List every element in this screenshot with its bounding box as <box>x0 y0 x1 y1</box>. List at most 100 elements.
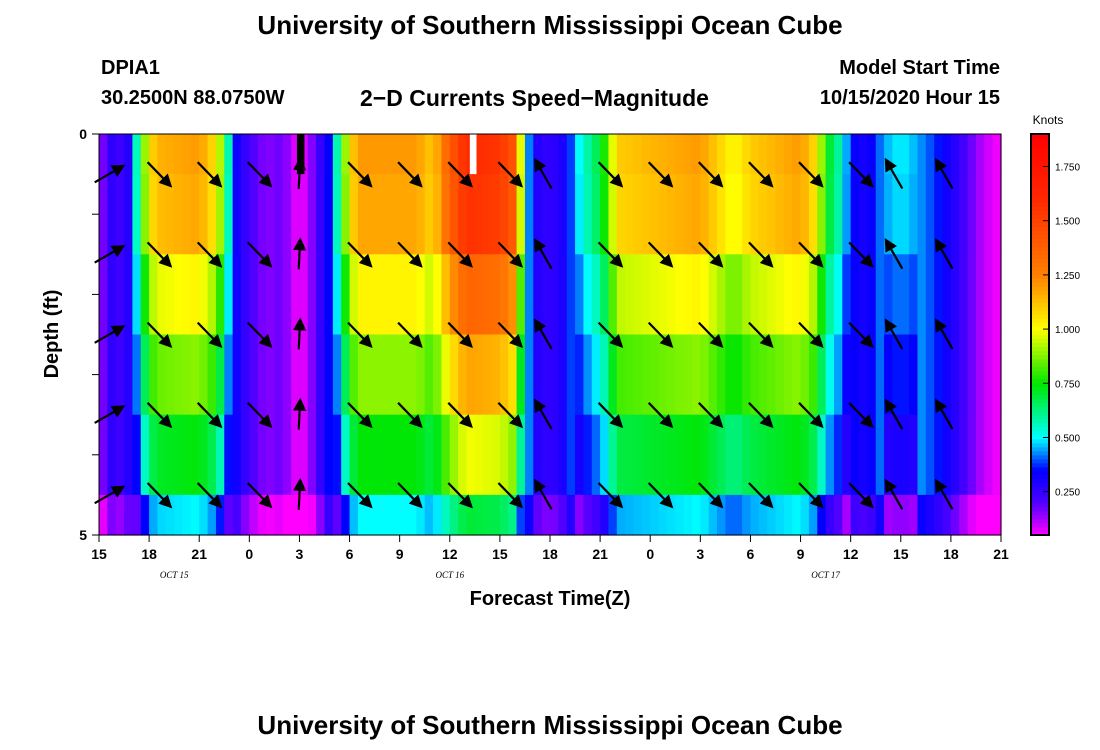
heatmap-cell <box>257 494 267 536</box>
heatmap-cell <box>775 494 785 536</box>
heatmap-cell <box>174 414 184 496</box>
current-vector <box>884 318 904 350</box>
current-vector <box>247 482 273 509</box>
heatmap-cell <box>224 254 234 336</box>
heatmap-cell <box>859 414 868 496</box>
colorbar-band <box>1031 502 1049 508</box>
heatmap-cell <box>900 134 910 175</box>
heatmap-cell <box>408 134 417 175</box>
heatmap-cell <box>550 414 559 496</box>
current-vector <box>293 477 307 510</box>
heatmap-cell <box>157 254 167 336</box>
current-vector <box>247 161 273 188</box>
heatmap-cell <box>474 494 484 536</box>
heatmap-cell <box>691 494 701 536</box>
heatmap-cell <box>725 174 735 255</box>
heatmap-cell <box>174 494 184 536</box>
current-vector <box>447 482 473 509</box>
heatmap-cell <box>608 414 618 496</box>
heatmap-cell <box>357 494 367 536</box>
heatmap-cell <box>341 414 351 496</box>
heatmap-cell <box>491 334 501 416</box>
heatmap-cell <box>825 334 835 416</box>
heatmap-cell <box>884 494 894 536</box>
colorbar-band <box>1031 318 1049 324</box>
heatmap-cell <box>182 254 192 336</box>
heatmap-cell <box>875 334 885 416</box>
heatmap-cell <box>232 134 242 175</box>
current-vector <box>647 321 674 348</box>
heatmap-cell <box>742 254 752 336</box>
heatmap-cell <box>541 414 551 496</box>
colorbar-band <box>1031 146 1049 151</box>
heatmap-cell <box>190 414 200 496</box>
heatmap-cell <box>115 334 125 416</box>
heatmap-cell <box>591 414 601 496</box>
heatmap-cell <box>608 254 618 336</box>
heatmap-cell <box>717 334 726 416</box>
heatmap-cell <box>458 494 468 536</box>
speed-heatmap <box>99 134 1002 536</box>
heatmap-cell <box>992 174 1002 255</box>
heatmap-cell <box>99 254 108 336</box>
heatmap-cell <box>708 174 718 255</box>
date-label: OCT 17 <box>811 570 840 580</box>
heatmap-cell <box>875 494 885 536</box>
heatmap-cell <box>124 254 134 336</box>
heatmap-cell <box>733 254 743 336</box>
heatmap-cell <box>583 494 593 536</box>
heatmap-cell <box>165 494 175 536</box>
heatmap-cell <box>892 254 902 336</box>
colorbar-band <box>1031 206 1049 211</box>
heatmap-cell <box>466 254 476 336</box>
heatmap-cell <box>316 414 326 496</box>
heatmap-cell <box>608 134 618 175</box>
colorbar-band <box>1031 374 1049 380</box>
heatmap-cell <box>516 414 526 496</box>
heatmap-cell <box>717 174 726 255</box>
heatmap-cell <box>792 414 802 496</box>
heatmap-cell <box>433 334 443 416</box>
heatmap-cell <box>99 134 108 175</box>
heatmap-cell <box>107 134 117 175</box>
heatmap-cell <box>499 254 509 336</box>
heatmap-cell <box>817 254 827 336</box>
heatmap-cell <box>616 174 626 255</box>
heatmap-cell <box>783 134 793 175</box>
heatmap-cell <box>240 174 250 255</box>
heatmap-cell <box>700 414 710 496</box>
heatmap-cell <box>266 334 275 416</box>
colorbar-band <box>1031 254 1049 259</box>
heatmap-cell <box>190 254 200 336</box>
heatmap-cell <box>374 414 384 496</box>
current-vector <box>196 321 223 348</box>
heatmap-cell <box>767 334 777 416</box>
colorbar-band <box>1031 370 1049 376</box>
heatmap-cell <box>433 174 443 255</box>
heatmap-cell <box>750 174 760 255</box>
heatmap-cell <box>115 254 125 336</box>
current-vector <box>848 482 874 509</box>
heatmap-cell <box>157 414 167 496</box>
heatmap-cell <box>182 174 192 255</box>
colorbar-band <box>1031 282 1049 287</box>
heatmap-cell <box>742 414 752 496</box>
heatmap-cell <box>424 334 434 416</box>
colorbar-tick-label: 0.500 <box>1055 433 1080 444</box>
heatmap-cell <box>499 414 509 496</box>
heatmap-cell <box>700 494 710 536</box>
heatmap-cell <box>357 174 367 255</box>
heatmap-cell <box>149 134 159 175</box>
colorbar-band <box>1031 350 1049 356</box>
heatmap-cell <box>775 334 785 416</box>
current-vector <box>597 161 624 188</box>
heatmap-cell <box>808 414 818 496</box>
heatmap-cell <box>207 334 217 416</box>
heatmap-cell <box>650 174 660 255</box>
heatmap-cell <box>449 494 459 536</box>
heatmap-cell <box>374 134 384 175</box>
heatmap-cell <box>232 414 242 496</box>
heatmap-cell <box>850 254 860 336</box>
heatmap-cell <box>859 134 868 175</box>
heatmap-cell <box>165 174 175 255</box>
